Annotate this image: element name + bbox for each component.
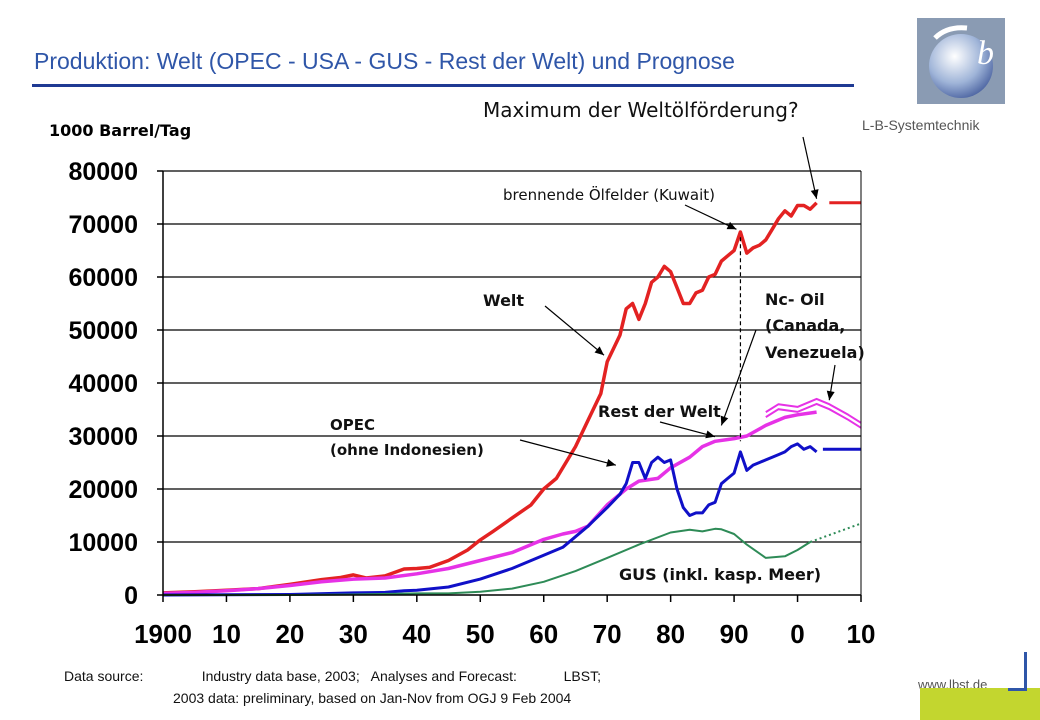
globe-icon (929, 34, 993, 98)
arrow-nc-oil-head (826, 390, 835, 401)
annotation-label-0: Maximum der Weltölförderung? (483, 98, 799, 122)
y-tick-label-60000: 60000 (68, 264, 138, 292)
x-tick-label-1970: 70 (593, 619, 622, 649)
annotation-label-3: Nc- Oil (765, 290, 825, 309)
series-line-gus (163, 527, 811, 596)
x-tick-label-1990: 90 (720, 619, 749, 649)
arrow-welt (544, 305, 605, 356)
arrow-nc-oil-left (720, 329, 757, 426)
arrow-rest (659, 421, 716, 438)
company-name: L-B-Systemtechnik (862, 117, 980, 133)
x-tick-label-1980: 80 (656, 619, 685, 649)
annotation-label-5: Venezuela) (765, 343, 865, 362)
y-tick-label-30000: 30000 (68, 423, 138, 451)
annotation-label-6: Rest der Welt (598, 402, 721, 421)
y-tick-label-20000: 20000 (68, 476, 138, 504)
x-tick-label-1960: 60 (529, 619, 558, 649)
y-tick-label-40000: 40000 (68, 370, 138, 398)
y-tick-label-80000: 80000 (68, 158, 138, 186)
x-tick-label-1910: 10 (212, 619, 241, 649)
x-tick-label-1900: 1900 (134, 619, 192, 649)
arrow-maximum (802, 136, 818, 199)
annotation-label-4: (Canada, (765, 316, 845, 335)
y-tick-label-0: 0 (124, 582, 138, 610)
annotation-label-1: brennende Ölfelder (Kuwait) (503, 185, 715, 204)
annotation-label-2: Welt (483, 291, 524, 310)
series-line-nc_oil-band (765, 402, 862, 429)
slide-title: Produktion: Welt (OPEC - USA - GUS - Res… (34, 48, 735, 74)
logo-letter: b (977, 35, 994, 72)
x-tick-label-1940: 40 (402, 619, 431, 649)
x-tick-label-1930: 30 (339, 619, 368, 649)
y-tick-label-10000: 10000 (68, 529, 138, 557)
source-label: Data source: (64, 668, 144, 684)
series-line-nc_oil (765, 397, 862, 424)
arrow-maximum-head (810, 189, 819, 199)
arrow-nc-oil-left-head (720, 415, 729, 426)
annotation-label-9: GUS (inkl. kasp. Meer) (619, 565, 821, 584)
x-tick-label-1950: 50 (466, 619, 495, 649)
x-tick-label-2000: 0 (790, 619, 804, 649)
series-line-welt (162, 201, 818, 595)
y-tick-label-70000: 70000 (68, 211, 138, 239)
series-line-gus_forecast (809, 522, 862, 543)
series-line-opec (162, 442, 818, 597)
arrow-kuwait (684, 204, 737, 230)
company-logo: b (917, 18, 1005, 104)
arrow-opec-head (606, 458, 616, 467)
arrow-rest-head (705, 430, 716, 439)
forecast-label: Analyses and Forecast: (370, 668, 517, 684)
footer-source: Data source: Industry data base, 2003; A… (64, 668, 601, 684)
footer-note: 2003 data: preliminary, based on Jan-Nov… (173, 690, 572, 706)
x-tick-label-2010: 10 (847, 619, 876, 649)
y-axis-label: 1000 Barrel/Tag (49, 121, 191, 140)
title-underline (32, 84, 854, 87)
source-text: Industry data base, 2003; (201, 668, 360, 684)
annotation-label-8: (ohne Indonesien) (330, 441, 484, 459)
arrow-welt-head (594, 346, 605, 356)
arrow-opec (519, 439, 617, 466)
x-tick-label-1920: 20 (275, 619, 304, 649)
corner-bracket (1008, 652, 1027, 691)
series-line-rest (162, 410, 817, 596)
y-tick-label-50000: 50000 (68, 317, 138, 345)
annotation-label-7: OPEC (330, 416, 375, 434)
forecast-text: LBST; (563, 668, 601, 684)
accent-bar (920, 688, 1040, 720)
arrow-kuwait-head (726, 221, 737, 230)
